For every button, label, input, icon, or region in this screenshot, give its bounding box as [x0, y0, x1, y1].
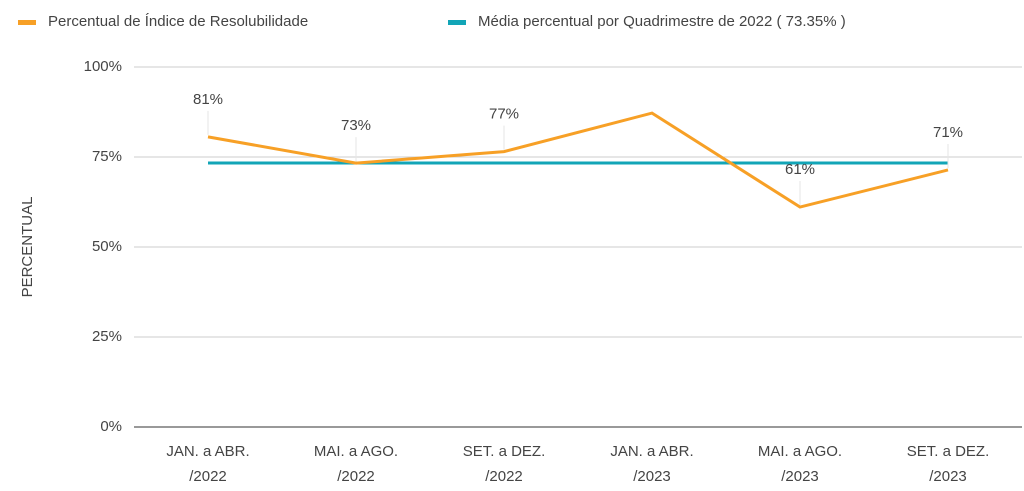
data-label: 81%	[193, 91, 223, 108]
legend-label: Percentual de Índice de Resolubilidade	[48, 13, 308, 30]
x-tick-label: /2023	[781, 468, 819, 485]
legend-swatch	[448, 20, 466, 25]
x-tick-label: /2022	[337, 468, 375, 485]
y-tick-label: 100%	[84, 58, 122, 75]
legend-label: Média percentual por Quadrimestre de 202…	[478, 13, 846, 30]
x-tick-label: /2023	[633, 468, 671, 485]
data-label: 71%	[933, 124, 963, 141]
y-tick-label: 0%	[100, 418, 122, 435]
y-tick-label: 75%	[92, 148, 122, 165]
x-tick-label: SET. a DEZ.	[907, 443, 990, 460]
x-tick-label: /2023	[929, 468, 967, 485]
y-tick-label: 50%	[92, 238, 122, 255]
x-tick-label: SET. a DEZ.	[463, 443, 546, 460]
data-label: 77%	[489, 106, 519, 123]
y-axis-label: PERCENTUAL	[19, 197, 36, 298]
series-line	[207, 111, 949, 209]
x-tick-label: MAI. a AGO.	[758, 443, 842, 460]
x-tick-label: JAN. a ABR.	[166, 443, 249, 460]
x-tick-label: MAI. a AGO.	[314, 443, 398, 460]
x-tick-label: /2022	[189, 468, 227, 485]
x-tick-label: /2022	[485, 468, 523, 485]
data-label: 73%	[341, 117, 371, 134]
data-label: 61%	[785, 161, 815, 178]
x-tick-label: JAN. a ABR.	[610, 443, 693, 460]
legend-swatch	[18, 20, 36, 25]
y-tick-label: 25%	[92, 328, 122, 345]
